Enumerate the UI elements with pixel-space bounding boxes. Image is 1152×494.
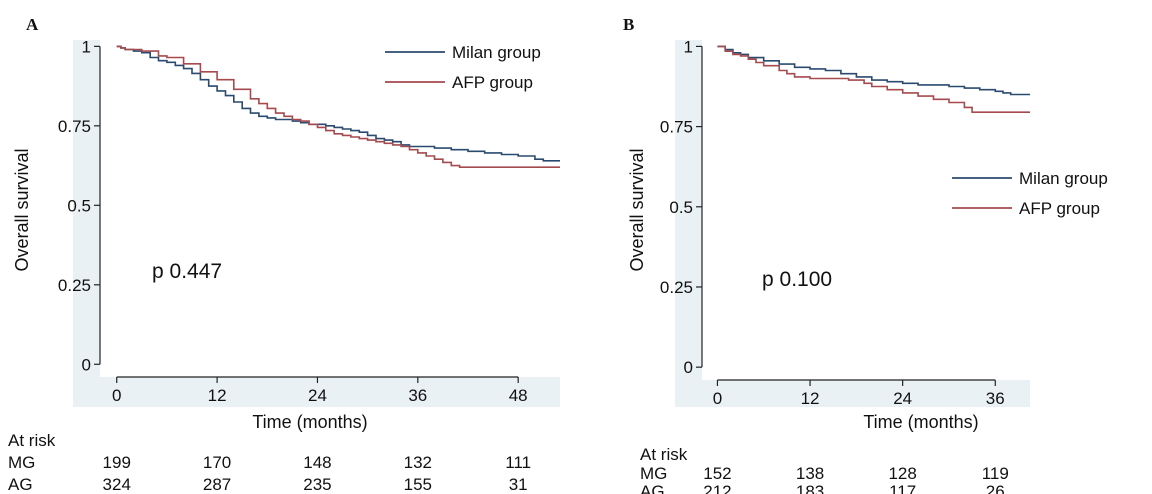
- panel-b-risk-row-label-ag: AG: [640, 482, 665, 494]
- panel-b-xtick-label: 36: [986, 389, 1005, 408]
- panel-a-xtick-label: 24: [308, 386, 327, 405]
- panel-a-xtick-label: 48: [509, 386, 528, 405]
- panel-a-risk-values: 199 170 148 132 111 324 287 235 155 31: [103, 453, 532, 494]
- panel-b-ylabel: Overall survival: [627, 148, 647, 271]
- panel-b-risk-table: At risk MG AG 152 138 128 119 212 183 117 26: [640, 445, 1009, 494]
- panel-b-letter: B: [623, 15, 634, 34]
- panel-b-ticks: 0 0.25 0.5 0.75 1 0 12 24 36: [660, 37, 1005, 408]
- panel-b-bottom-band: [675, 380, 1030, 407]
- panel-a-risk-value: 170: [203, 453, 231, 472]
- panel-a-risk-row-label-ag: AG: [8, 475, 33, 494]
- panel-a-ytick-label: 0.5: [67, 196, 91, 215]
- panel-b-risk-value: 152: [703, 464, 731, 483]
- panel-a-curve-afp-group: [116, 45, 560, 168]
- panel-b-risk-value: 128: [888, 464, 916, 483]
- panel-b-legend: Milan group AFP group: [952, 169, 1108, 218]
- panel-b-pvalue: p 0.100: [762, 268, 832, 291]
- panel-b-risk-value: 183: [796, 482, 824, 494]
- panel-b-legend-label-milan-group: Milan group: [1019, 169, 1108, 188]
- panel-a-risk-value: 148: [303, 453, 331, 472]
- panel-b-ytick-label: 0: [684, 358, 693, 377]
- panel-b-risk-value: 119: [982, 464, 1009, 483]
- panel-a-risk-title: At risk: [8, 431, 56, 450]
- panel-b-curve-afp-group: [717, 45, 1030, 113]
- panel-b: B Overall survival Time (months) 0 0.25 0.…: [623, 15, 1108, 494]
- panel-a-legend-label-afp-group: AFP group: [452, 73, 533, 92]
- panel-b-ytick-label: 0.75: [660, 118, 693, 137]
- panel-a-ytick-label: 0: [82, 355, 91, 374]
- panel-a-xtick-label: 36: [408, 386, 427, 405]
- panel-a-risk-table: At risk MG AG 199 170 148 132 111 324 287 235 15…: [8, 431, 531, 494]
- panel-b-risk-row-label-mg: MG: [640, 464, 667, 483]
- panel-b-risk-values: 152 138 128 119 212 183 117 26: [703, 464, 1009, 494]
- panel-a-bottom-band: [73, 377, 560, 407]
- panel-a-ytick-label: 1: [82, 37, 91, 56]
- panel-b-risk-value: 138: [796, 464, 824, 483]
- panel-a-left-band: [73, 40, 100, 377]
- panel-a-xlabel: Time (months): [252, 412, 367, 432]
- panel-b-legend-label-afp-group: AFP group: [1019, 199, 1100, 218]
- panel-a-risk-value: 111: [505, 453, 531, 472]
- panel-b-left-band: [675, 40, 702, 380]
- panel-a-ticks: 0 0.25 0.5 0.75 1 0 12 24 36 48: [58, 37, 528, 405]
- panel-a-risk-value: 287: [203, 475, 231, 494]
- panel-b-curves: [717, 45, 1030, 113]
- panel-b-risk-value: 26: [986, 482, 1005, 494]
- panel-a-ylabel: Overall survival: [12, 148, 32, 271]
- panel-a-ytick-label: 0.25: [58, 276, 91, 295]
- panel-b-ytick-label: 0.5: [669, 198, 693, 217]
- panel-a-pvalue: p 0.447: [152, 260, 222, 283]
- panel-b-risk-title: At risk: [640, 445, 688, 464]
- panel-b-risk-value: 212: [703, 482, 731, 494]
- panel-a-ytick-label: 0.75: [58, 117, 91, 136]
- panel-a-letter: A: [26, 15, 39, 34]
- panel-b-xtick-label: 12: [801, 389, 820, 408]
- panel-b-xtick-label: 24: [893, 389, 912, 408]
- panel-a-risk-value: 132: [404, 453, 432, 472]
- panel-a-risk-value: 324: [103, 475, 131, 494]
- panel-a-risk-value: 155: [404, 475, 432, 494]
- panel-a: A Overall survival Time (months) 0 0.25 0.…: [8, 15, 560, 494]
- panel-a-xtick-label: 0: [112, 386, 121, 405]
- panel-a-risk-value: 199: [103, 453, 131, 472]
- panel-a-risk-value: 235: [303, 475, 331, 494]
- panel-a-risk-row-label-mg: MG: [8, 453, 35, 472]
- panel-a-legend-label-milan-group: Milan group: [452, 43, 541, 62]
- panel-b-risk-value: 117: [889, 482, 916, 494]
- panel-a-risk-value: 31: [509, 475, 528, 494]
- panel-a-curves: [116, 45, 560, 168]
- panel-b-xtick-label: 0: [713, 389, 722, 408]
- panel-b-ytick-label: 0.25: [660, 278, 693, 297]
- panel-a-xtick-label: 12: [208, 386, 227, 405]
- panel-a-legend: Milan group AFP group: [385, 43, 541, 92]
- panel-b-xlabel: Time (months): [863, 412, 978, 432]
- panel-b-ytick-label: 1: [684, 37, 693, 56]
